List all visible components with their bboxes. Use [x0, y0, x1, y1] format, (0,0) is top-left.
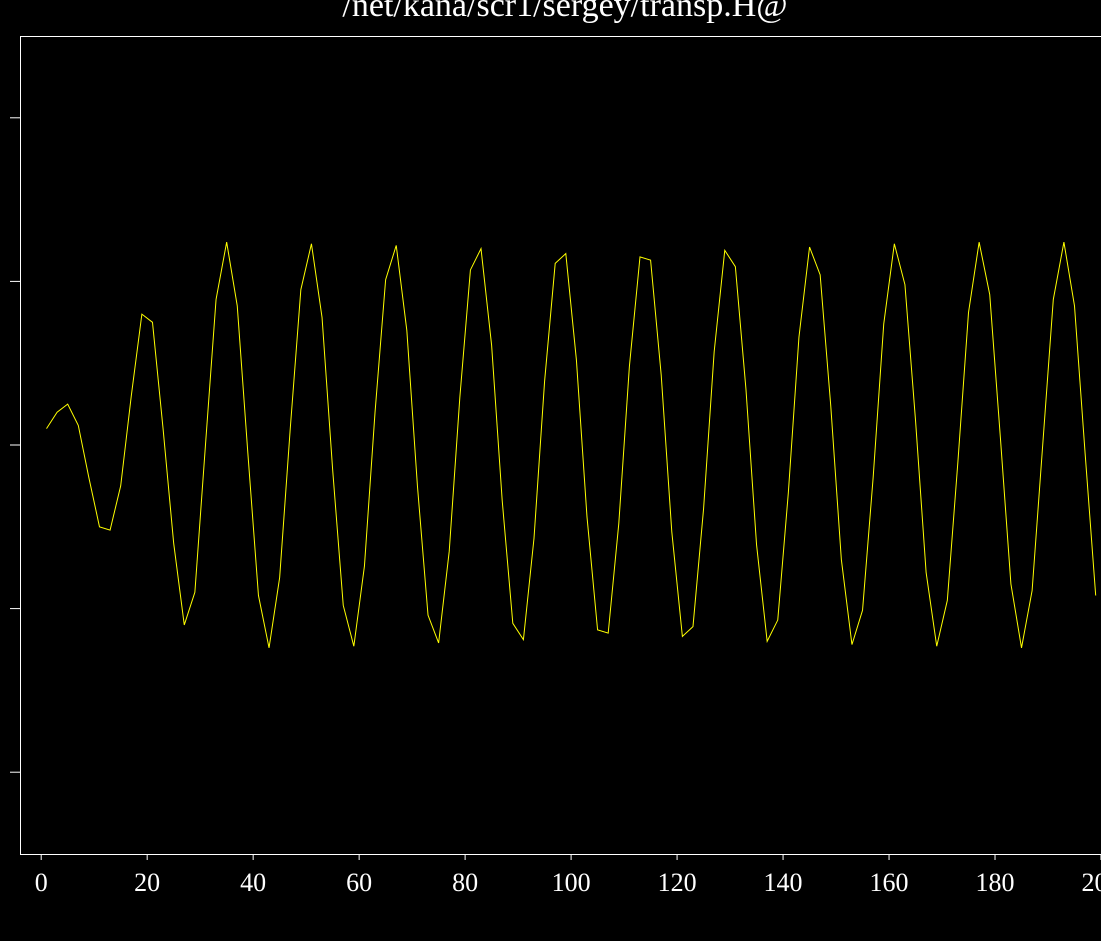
x-tick-label: 120	[658, 868, 697, 897]
x-tick-label: 40	[240, 868, 266, 897]
x-tick-label: 0	[35, 868, 48, 897]
data-line	[46, 242, 1097, 648]
x-tick-label: 60	[346, 868, 372, 897]
x-tick-label: 140	[764, 868, 803, 897]
x-tick-label: 200	[1082, 868, 1101, 897]
x-tick-label: 100	[552, 868, 591, 897]
x-tick-label: 160	[870, 868, 909, 897]
plot-frame	[20, 36, 1101, 855]
x-tick-label: 80	[452, 868, 478, 897]
chart-title: /net/kana/scr1/sergey/transp.H@	[342, 0, 787, 24]
x-tick-label: 180	[976, 868, 1015, 897]
x-tick-label: 20	[134, 868, 160, 897]
